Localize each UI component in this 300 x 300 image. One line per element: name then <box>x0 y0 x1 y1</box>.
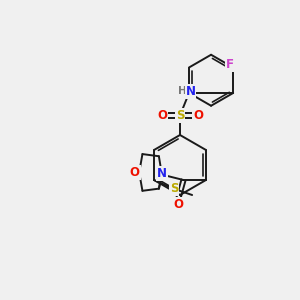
Text: F: F <box>226 58 234 71</box>
Text: N: N <box>157 167 167 180</box>
Text: S: S <box>170 182 178 195</box>
Text: O: O <box>173 197 183 211</box>
Text: N: N <box>185 85 196 98</box>
Text: H: H <box>178 86 187 97</box>
Text: O: O <box>157 109 167 122</box>
Text: O: O <box>193 109 203 122</box>
Text: S: S <box>176 109 184 122</box>
Text: O: O <box>130 166 140 179</box>
